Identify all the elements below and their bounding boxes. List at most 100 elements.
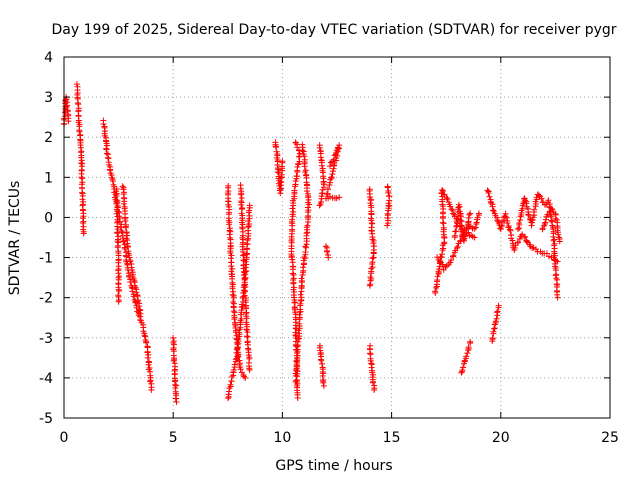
data-point (467, 210, 474, 217)
data-point (454, 216, 461, 223)
data-point (522, 197, 529, 204)
data-point (120, 200, 127, 207)
data-point (467, 338, 474, 345)
data-point (553, 216, 560, 223)
data-point (443, 194, 450, 201)
data-point (545, 211, 552, 218)
data-point (485, 189, 492, 196)
data-point (148, 386, 155, 393)
data-point (318, 357, 325, 364)
data-point (465, 344, 472, 351)
data-point (80, 230, 87, 237)
data-point (369, 379, 376, 386)
data-point (489, 335, 496, 342)
data-point (453, 245, 460, 252)
data-point (134, 293, 141, 300)
data-point (297, 308, 304, 315)
data-point (107, 167, 114, 174)
data-point (79, 220, 86, 227)
data-point (523, 238, 530, 245)
x-tick-label: 20 (492, 430, 510, 446)
data-point (316, 144, 323, 151)
data-point (453, 219, 460, 226)
data-point (144, 354, 151, 361)
data-point (488, 199, 495, 206)
data-point (295, 153, 302, 160)
data-point (538, 195, 545, 202)
data-point (289, 270, 296, 277)
data-point (434, 254, 441, 261)
data-point (298, 288, 305, 295)
data-point (295, 161, 302, 168)
data-point (336, 194, 343, 201)
data-point (114, 223, 121, 230)
data-point (525, 212, 532, 219)
data-point (228, 263, 235, 270)
data-point (134, 298, 141, 305)
data-point (289, 213, 296, 220)
x-tick-label: 15 (383, 430, 401, 446)
data-point (239, 243, 246, 250)
data-point (384, 222, 391, 229)
data-point (143, 339, 150, 346)
data-point (320, 382, 327, 389)
data-point (242, 305, 249, 312)
data-point (292, 378, 299, 385)
data-point (246, 221, 253, 228)
data-point (457, 217, 464, 224)
data-point (240, 373, 247, 380)
data-point (109, 178, 116, 185)
data-point (103, 142, 110, 149)
data-point (114, 218, 121, 225)
data-point (367, 197, 374, 204)
data-point (305, 196, 312, 203)
data-point (226, 234, 233, 241)
x-tick-label: 5 (169, 430, 178, 446)
data-point (78, 154, 85, 161)
data-point (517, 217, 524, 224)
data-point (108, 174, 115, 181)
data-point (473, 221, 480, 228)
data-point (317, 201, 324, 208)
data-point (454, 243, 461, 250)
data-point (237, 366, 244, 373)
y-tick-label: -5 (39, 411, 53, 427)
data-point (525, 211, 532, 218)
data-point (126, 254, 133, 261)
data-point (76, 128, 83, 135)
data-point (293, 367, 300, 374)
data-point (367, 350, 374, 357)
data-point (548, 217, 555, 224)
data-point (297, 291, 304, 298)
data-point (468, 232, 475, 239)
data-point (122, 218, 129, 225)
data-point (531, 206, 538, 213)
data-point (457, 238, 464, 245)
data-point (279, 158, 286, 165)
data-point (484, 187, 491, 194)
data-point (234, 353, 241, 360)
data-point (463, 353, 470, 360)
data-point (241, 269, 248, 276)
data-point (325, 254, 332, 261)
data-point (122, 224, 129, 231)
data-point (299, 271, 306, 278)
data-point (240, 251, 247, 258)
data-point (497, 226, 504, 233)
data-point (369, 220, 376, 227)
data-point (226, 385, 233, 392)
data-point (448, 257, 455, 264)
data-point (114, 230, 121, 237)
data-point (302, 169, 309, 176)
data-point (486, 193, 493, 200)
data-point (506, 226, 513, 233)
data-point (450, 252, 457, 259)
data-point (304, 229, 311, 236)
data-point (121, 245, 128, 252)
data-point (386, 197, 393, 204)
x-tick-label: 25 (601, 430, 619, 446)
data-point (246, 207, 253, 214)
data-point (439, 186, 446, 193)
data-point (303, 244, 310, 251)
y-tick-label: 0 (44, 210, 53, 226)
